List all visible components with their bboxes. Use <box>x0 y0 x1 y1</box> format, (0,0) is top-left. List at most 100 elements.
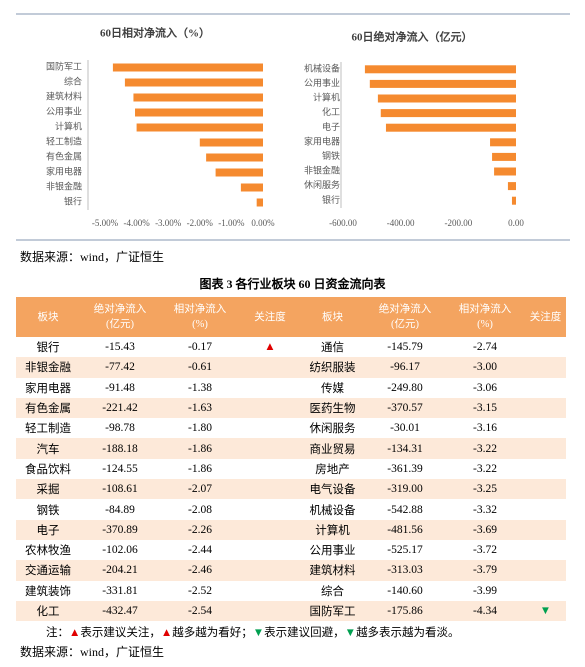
flag-cell <box>240 418 300 438</box>
table-cell: 机械设备 <box>309 504 356 517</box>
table-cell: -3.99 <box>473 584 497 597</box>
table-row: 建筑装饰 -331.81 -2.52 综合 -140.60 -3.99 <box>16 581 566 601</box>
table-cell: -2.52 <box>188 584 212 597</box>
table-cell: -331.81 <box>102 584 138 597</box>
table-cell: 国防军工 <box>300 600 365 622</box>
table-cell: -3.22 <box>445 438 525 459</box>
bar <box>385 123 516 132</box>
table-cell: -188.18 <box>80 438 160 459</box>
bar <box>206 153 263 162</box>
flag-cell: ▲ <box>240 337 300 357</box>
table-cell: 非银金融 <box>16 357 80 378</box>
x-tick-label: -1.00% <box>218 218 245 228</box>
header-text: (%) <box>192 319 208 330</box>
flag-cell <box>525 519 566 540</box>
header-cell: 关注度 <box>525 297 566 337</box>
flow-table: 板块 绝对净流入 (亿元) 相对净流入 (%) 关注度 板块 绝对净流入 (亿元) 相对净流入 (%… <box>16 297 566 622</box>
table-cell: -481.56 <box>365 519 445 540</box>
x-tick-label: -2.00% <box>187 218 214 228</box>
table-cell: 银行 <box>36 342 60 355</box>
source: 数据来源：wind，广证恒生 <box>20 250 165 264</box>
category-label: 有色金属 <box>46 151 82 162</box>
table-cell: -0.61 <box>160 357 240 378</box>
table-cell: -4.34 <box>445 600 525 622</box>
table-cell: -313.03 <box>365 560 445 581</box>
header-cell: 绝对净流入 (亿元) <box>365 297 445 337</box>
note-text: 越多越为看好； <box>172 627 253 639</box>
flag-cell <box>525 418 566 438</box>
flag-cell <box>240 519 300 540</box>
table-cell: 汽车 <box>16 438 80 459</box>
table-cell: -108.61 <box>80 479 160 500</box>
table-cell: 交通运输 <box>16 560 80 581</box>
category-label: 休闲服务 <box>304 179 340 190</box>
x-tick-label: -400.00 <box>387 218 415 228</box>
table-cell: 建筑装饰 <box>25 585 71 598</box>
header-cell: 相对净流入 (%) <box>445 297 525 337</box>
category-label: 化工 <box>322 106 340 117</box>
table-cell: 建筑材料 <box>300 560 365 581</box>
x-tick-label: 0.00 <box>508 218 524 228</box>
table-cell: 公用事业 <box>309 545 356 558</box>
table-cell: -3.15 <box>445 397 525 419</box>
table-cell: -84.89 <box>105 503 135 516</box>
note-text: 注： <box>46 627 69 639</box>
note-text: ▼ <box>252 627 265 639</box>
table-row: 农林牧渔 -102.06 -2.44 公用事业 -525.17 -3.72 <box>16 540 566 560</box>
table-cell: -77.42 <box>80 357 160 378</box>
table-cell: -145.79 <box>387 341 423 354</box>
table-row: 轻工制造 -98.78 -1.80 休闲服务 -30.01 -3.16 <box>16 418 566 438</box>
category-label: 计算机 <box>55 121 82 132</box>
bar <box>124 78 264 87</box>
note-text: ▲ <box>160 627 173 639</box>
table-cell: -525.17 <box>387 544 423 557</box>
category-label: 轻工制造 <box>46 136 82 147</box>
chart-title: 60日相对净流入（%） <box>100 26 210 40</box>
category-label: 非银金融 <box>304 165 340 176</box>
flag-cell <box>240 560 300 581</box>
table-cell: 采掘 <box>16 479 80 500</box>
table-cell: 计算机 <box>300 519 365 540</box>
table-cell: -1.86 <box>188 462 212 475</box>
table-row: 交通运输 -204.21 -2.46 建筑材料 -313.03 -3.79 <box>16 560 566 581</box>
x-tick-label: 0.00% <box>251 218 275 228</box>
header-cell: 关注度 <box>240 297 300 337</box>
table-cell: -361.39 <box>387 462 423 475</box>
bar <box>507 182 516 191</box>
table-cell: 有色金属 <box>16 397 80 419</box>
table-cell: -3.72 <box>473 544 497 557</box>
header-text: 相对净流入 <box>173 304 227 315</box>
table-cell: -30.01 <box>390 422 420 435</box>
table-cell: 农林牧渔 <box>25 545 71 558</box>
bar <box>215 168 263 177</box>
table-cell: -2.44 <box>188 544 212 557</box>
x-tick-label: -200.00 <box>444 218 472 228</box>
source: 数据来源：wind，广证恒生 <box>20 645 165 659</box>
flag-cell <box>240 357 300 378</box>
table-cell: 电子 <box>16 519 80 540</box>
table-cell: 医药生物 <box>300 397 365 419</box>
category-label: 机械设备 <box>304 62 340 73</box>
chart-title: 60日绝对净流入（亿元） <box>352 30 473 44</box>
table-cell: -96.17 <box>365 357 445 378</box>
table-cell: -2.54 <box>160 600 240 622</box>
flag-cell: ▼ <box>525 600 566 622</box>
header-text: (亿元) <box>106 319 134 330</box>
bar <box>511 196 516 205</box>
header-row: 板块 绝对净流入 (亿元) 相对净流入 (%) 关注度 板块 绝对净流入 (亿元) 相对净流入 (%… <box>16 297 566 337</box>
table-cell: 家用电器 <box>25 382 71 395</box>
flag-cell <box>240 397 300 419</box>
table-cell: 商业贸易 <box>300 438 365 459</box>
table-row: 食品饮料 -124.55 -1.86 房地产 -361.39 -3.22 <box>16 459 566 479</box>
table-cell: -542.88 <box>387 503 423 516</box>
category-label: 家用电器 <box>304 135 340 146</box>
note-text: 越多表示越为看淡。 <box>356 627 460 639</box>
note-text: 表示建议回避， <box>264 627 345 639</box>
note-text: ▲ <box>69 627 81 639</box>
header-text: (%) <box>477 319 493 330</box>
flag-cell <box>525 560 566 581</box>
x-tick-label: -600.00 <box>329 218 357 228</box>
x-tick-label: -5.00% <box>92 218 119 228</box>
bar <box>133 93 263 102</box>
